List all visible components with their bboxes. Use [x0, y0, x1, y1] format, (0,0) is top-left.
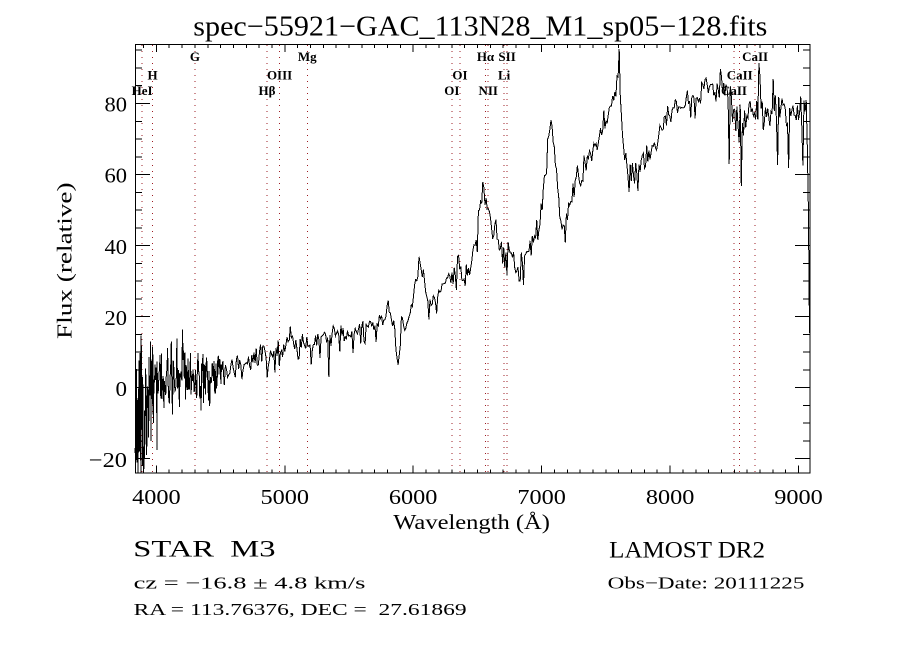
svg-text:80: 80 — [105, 93, 128, 117]
svg-text:G: G — [190, 49, 200, 64]
svg-text:20: 20 — [105, 306, 128, 330]
svg-text:60: 60 — [105, 164, 128, 188]
svg-text:Hα: Hα — [477, 49, 495, 64]
svg-text:CaII: CaII — [727, 67, 753, 82]
svg-text:LAMOST DR2: LAMOST DR2 — [609, 538, 765, 564]
svg-text:−20: −20 — [89, 448, 127, 472]
svg-text:7000: 7000 — [517, 485, 566, 509]
svg-text:NII: NII — [478, 83, 498, 98]
svg-text:Li: Li — [498, 67, 511, 82]
svg-text:OI: OI — [444, 83, 459, 98]
svg-text:HeI: HeI — [132, 83, 153, 98]
svg-text:SII: SII — [498, 49, 515, 64]
svg-text:H: H — [148, 67, 158, 82]
svg-text:40: 40 — [105, 235, 128, 259]
svg-text:6000: 6000 — [389, 485, 438, 509]
svg-text:Flux (relative): Flux (relative) — [53, 182, 77, 339]
svg-text:OIII: OIII — [267, 67, 292, 82]
svg-text:8000: 8000 — [646, 485, 695, 509]
svg-text:Obs−Date: 20111225: Obs−Date: 20111225 — [608, 574, 805, 593]
svg-text:cz = −16.8 ± 4.8 km/s: cz = −16.8 ± 4.8 km/s — [134, 573, 366, 592]
svg-text:Hβ: Hβ — [259, 83, 276, 98]
svg-text:0: 0 — [116, 377, 128, 401]
svg-text:OI: OI — [452, 67, 467, 82]
svg-text:CaII: CaII — [742, 49, 768, 64]
svg-text:9000: 9000 — [774, 485, 823, 509]
svg-text:Wavelength (Å): Wavelength (Å) — [393, 510, 550, 534]
svg-text:STAR M3: STAR M3 — [133, 537, 275, 563]
svg-text:5000: 5000 — [261, 485, 310, 509]
svg-text:Mg: Mg — [298, 49, 317, 64]
svg-text:RA = 113.76376, DEC = 27.6186: RA = 113.76376, DEC = 27.61869 — [134, 600, 467, 619]
svg-text:spec−55921−GAC_113N28_M1_sp05−: spec−55921−GAC_113N28_M1_sp05−128.fits — [193, 11, 767, 42]
svg-text:4000: 4000 — [132, 485, 181, 509]
